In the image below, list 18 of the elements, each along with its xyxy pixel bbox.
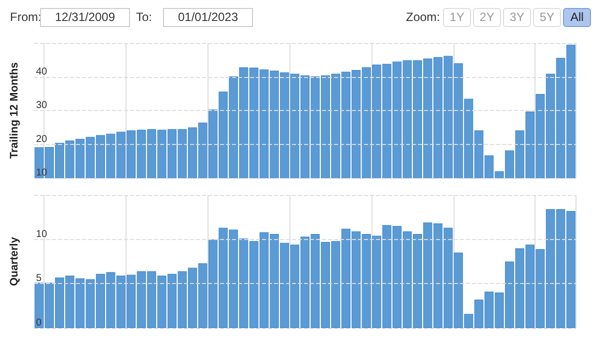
y-tick-label: 30	[36, 100, 48, 111]
y-tick-label: 5	[36, 273, 42, 284]
y-tick-label: 40	[36, 66, 48, 78]
zoom-button: 1Y	[443, 8, 471, 27]
text: To:	[136, 9, 152, 25]
y-tick-label: 10	[36, 228, 48, 240]
y-axis-title: Quarterly	[8, 236, 20, 286]
text: Zoom:	[406, 9, 440, 25]
text: From:	[10, 9, 42, 25]
y-tick-label: 0	[36, 318, 42, 328]
y-tick-label: 20	[36, 134, 48, 145]
zoom-button: 2Y	[473, 8, 501, 27]
date-field: 12/31/2009	[40, 8, 130, 27]
zoom-button: All	[563, 8, 591, 27]
y-axis-title: Trailing 12 Months	[8, 62, 20, 159]
date-field: 01/01/2023	[163, 8, 253, 27]
zoom-button: 5Y	[533, 8, 561, 27]
zoom-button: 3Y	[503, 8, 531, 27]
